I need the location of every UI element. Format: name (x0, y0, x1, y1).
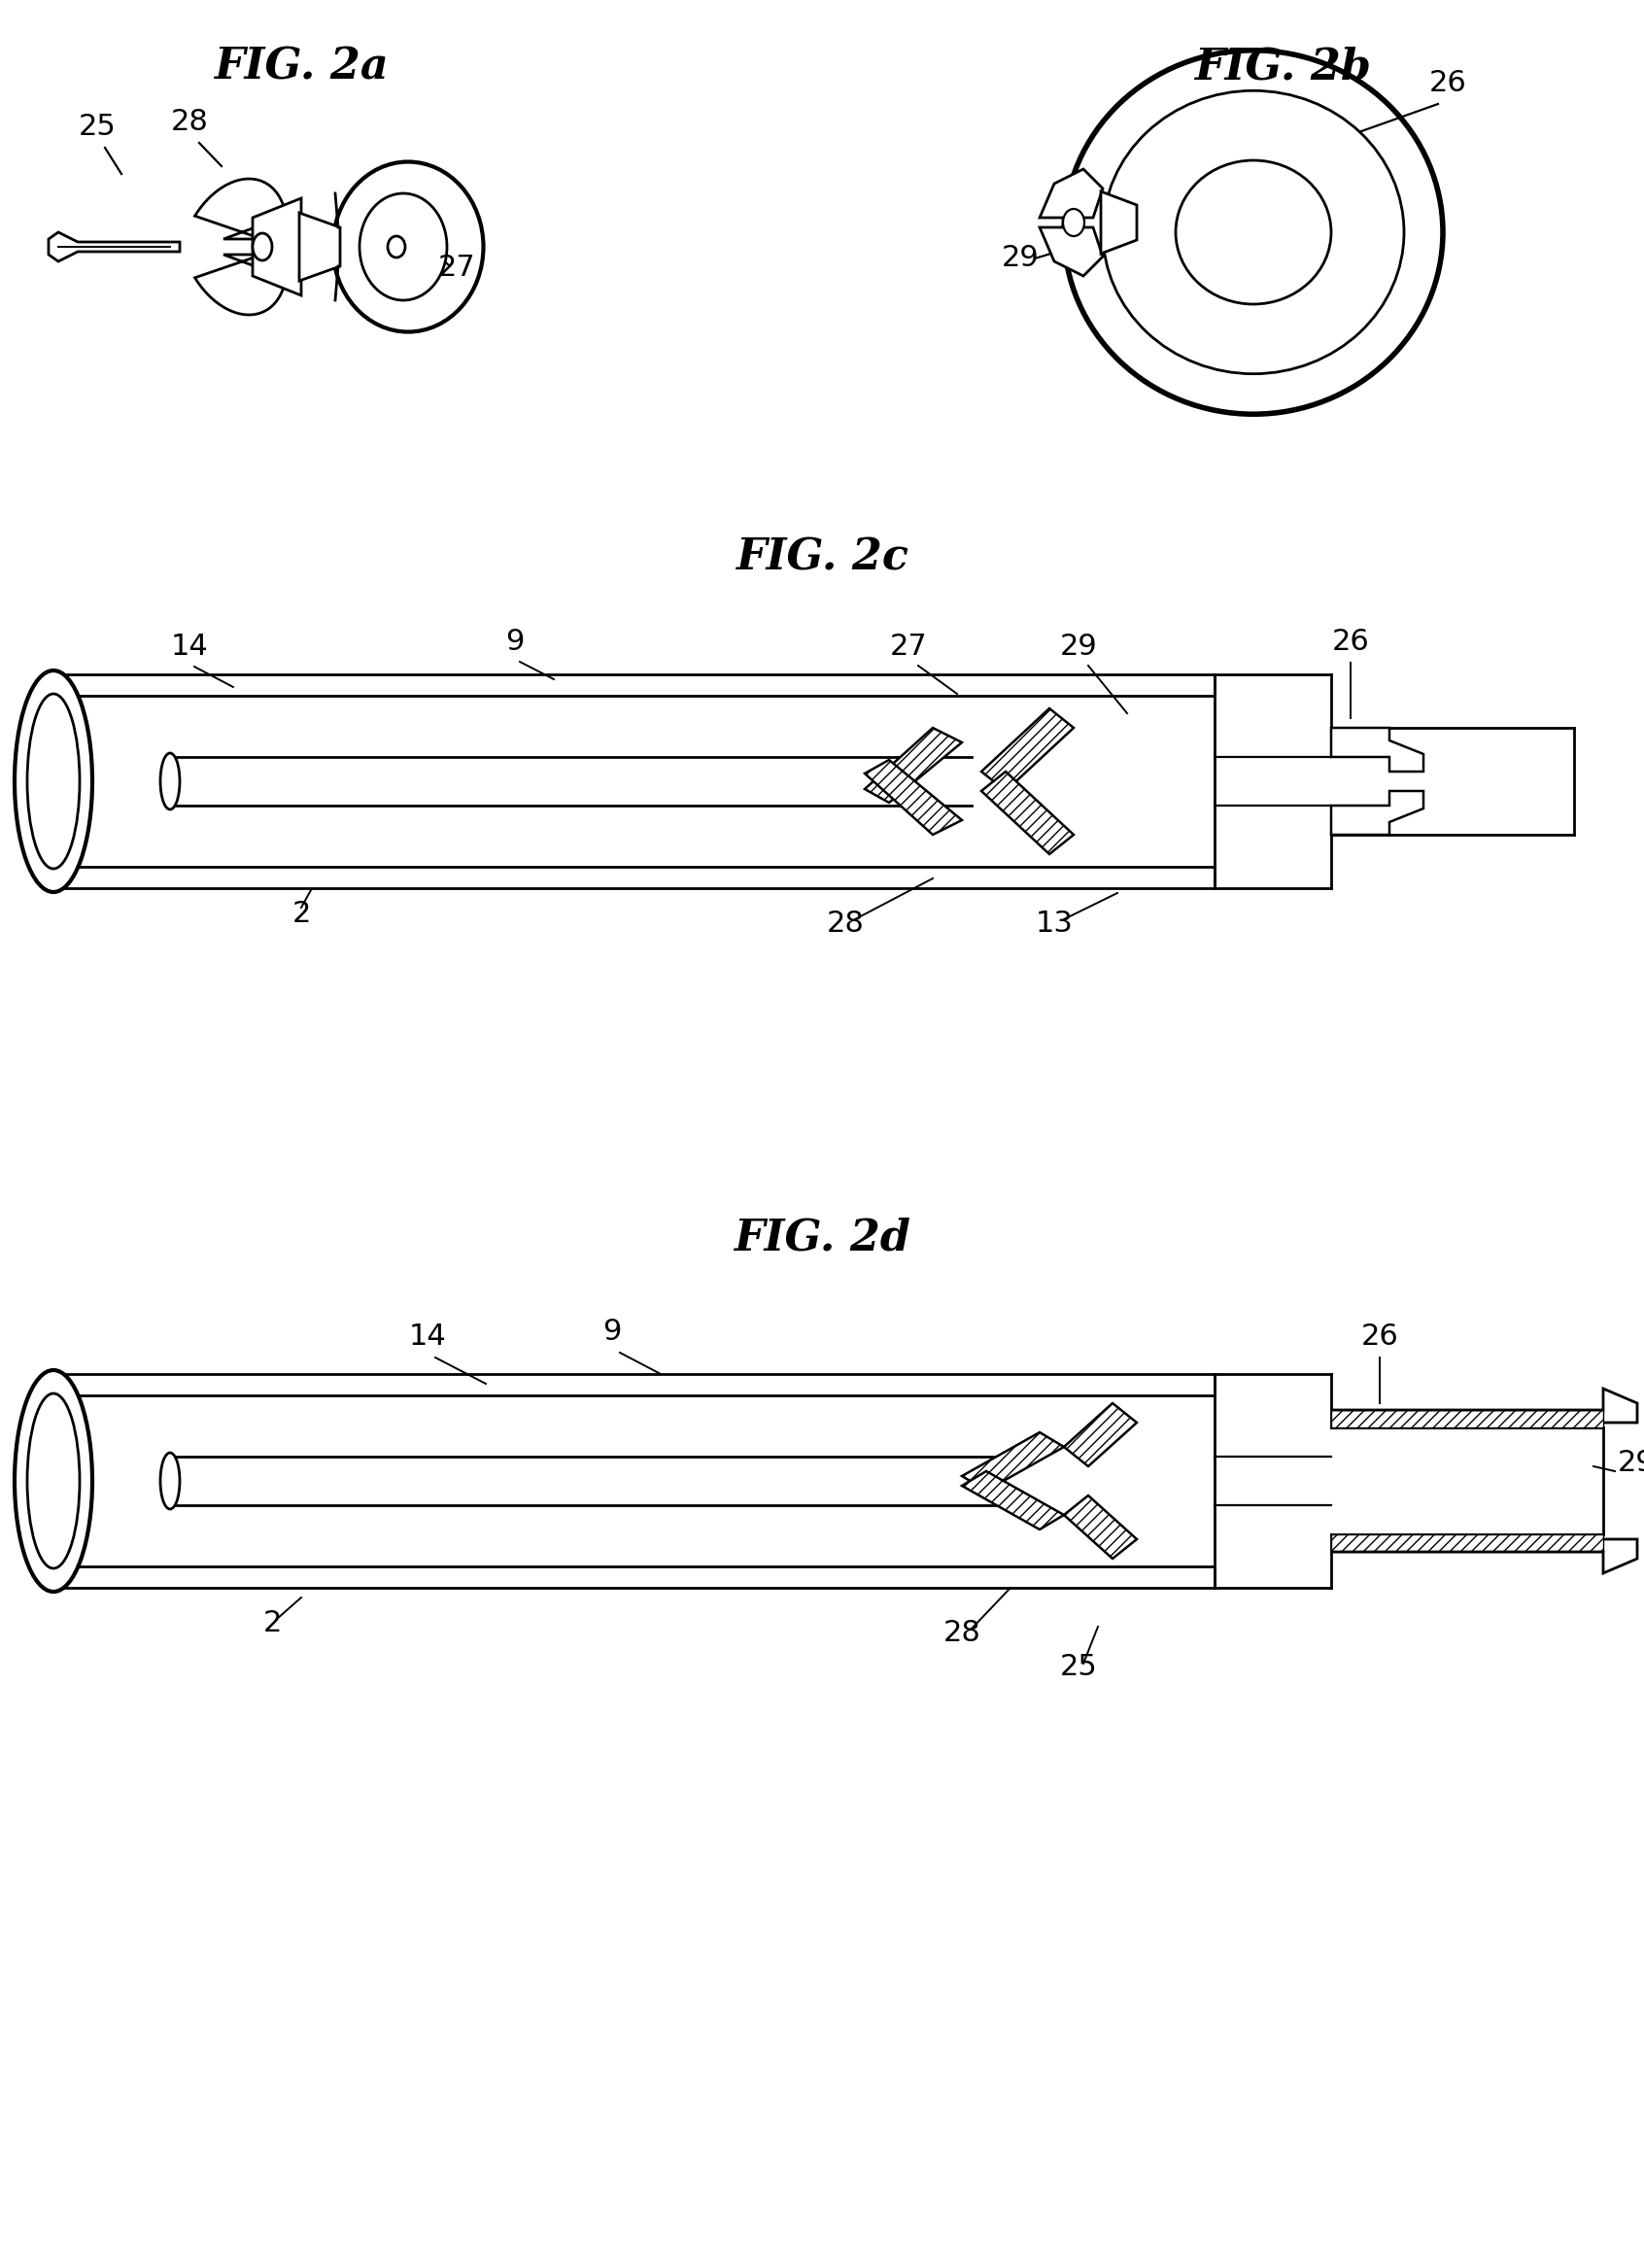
Text: 2: 2 (291, 900, 311, 928)
Text: 9: 9 (506, 628, 524, 655)
Bar (54, 866, 1215, 889)
Polygon shape (1064, 1404, 1136, 1467)
Ellipse shape (15, 671, 92, 891)
Text: 9: 9 (603, 1318, 621, 1345)
Polygon shape (981, 708, 1074, 792)
Polygon shape (1332, 1535, 1603, 1551)
Polygon shape (253, 197, 301, 295)
Text: 13: 13 (1036, 909, 1074, 937)
Text: 28: 28 (944, 1619, 981, 1647)
Polygon shape (299, 213, 340, 281)
Ellipse shape (1064, 209, 1085, 236)
Text: 2: 2 (263, 1610, 281, 1637)
Polygon shape (49, 231, 179, 261)
Ellipse shape (253, 234, 271, 261)
Polygon shape (962, 1433, 1064, 1490)
Text: 29: 29 (1060, 633, 1097, 660)
Ellipse shape (360, 193, 447, 299)
Text: 25: 25 (79, 113, 117, 141)
Text: 27: 27 (437, 254, 475, 281)
Text: 25: 25 (1060, 1653, 1097, 1681)
Ellipse shape (161, 753, 179, 810)
Text: 26: 26 (1429, 68, 1466, 98)
Text: FIG. 2d: FIG. 2d (733, 1218, 911, 1259)
Polygon shape (981, 771, 1074, 855)
Polygon shape (1064, 1495, 1136, 1558)
Text: 29: 29 (1001, 245, 1039, 272)
Polygon shape (1332, 1411, 1603, 1427)
Polygon shape (865, 760, 962, 835)
Ellipse shape (15, 1370, 92, 1592)
Text: 26: 26 (1332, 628, 1369, 655)
Polygon shape (1332, 792, 1424, 835)
Ellipse shape (1175, 161, 1332, 304)
Text: 28: 28 (171, 109, 209, 136)
Ellipse shape (332, 161, 483, 331)
Polygon shape (1039, 227, 1103, 277)
Ellipse shape (28, 1393, 79, 1569)
Text: FIG. 2c: FIG. 2c (735, 538, 909, 578)
Text: 26: 26 (1361, 1322, 1399, 1352)
Polygon shape (865, 728, 962, 803)
Polygon shape (196, 254, 286, 315)
Text: FIG. 2b: FIG. 2b (1194, 45, 1371, 88)
Text: 29: 29 (1618, 1449, 1644, 1476)
Bar (54, 1374, 1215, 1395)
Bar (54, 674, 1215, 696)
Ellipse shape (1064, 50, 1443, 415)
Polygon shape (1101, 191, 1136, 254)
Text: 14: 14 (409, 1322, 446, 1352)
Text: FIG. 2a: FIG. 2a (214, 45, 388, 88)
Polygon shape (962, 1472, 1064, 1529)
Polygon shape (1039, 170, 1103, 218)
Text: 14: 14 (171, 633, 209, 660)
Ellipse shape (388, 236, 404, 259)
Bar (54, 1567, 1215, 1588)
Ellipse shape (28, 694, 79, 869)
Polygon shape (196, 179, 286, 238)
Polygon shape (1332, 728, 1424, 771)
Text: 27: 27 (889, 633, 927, 660)
Ellipse shape (161, 1454, 179, 1508)
Ellipse shape (1103, 91, 1404, 374)
Text: 28: 28 (827, 909, 865, 937)
